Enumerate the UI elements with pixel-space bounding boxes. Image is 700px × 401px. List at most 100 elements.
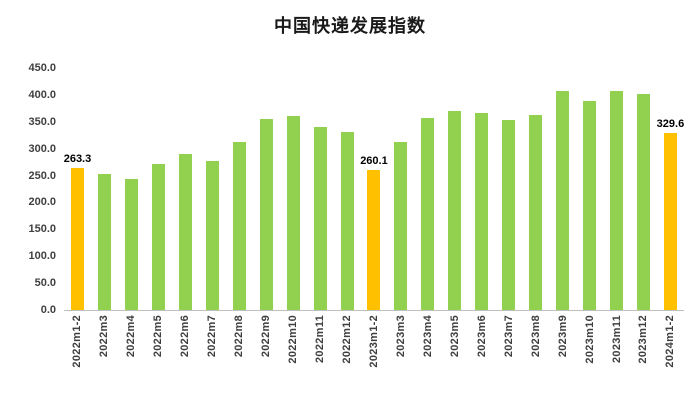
bar-column: 329.6 — [657, 68, 684, 310]
bar — [70, 168, 84, 310]
x-tick: 2023m1-2 — [360, 311, 387, 401]
x-tick-label: 2023m4 — [421, 315, 434, 358]
x-tick-label: 2022m12 — [341, 315, 353, 364]
bar-column — [226, 68, 253, 310]
x-tick-label: 2023m8 — [529, 315, 542, 358]
x-tick: 2022m9 — [253, 311, 280, 401]
y-tick-label: 200.0 — [28, 196, 56, 209]
x-tick-label: 2023m10 — [583, 315, 596, 364]
y-tick-label: 150.0 — [28, 223, 56, 236]
x-tick-label: 2023m9 — [556, 315, 569, 358]
y-tick-label: 450.0 — [28, 62, 56, 74]
bar-column — [387, 68, 414, 310]
x-tick: 2022m10 — [280, 311, 307, 401]
bar-column — [441, 68, 468, 310]
bar-column — [307, 68, 334, 310]
data-label: 260.1 — [360, 155, 388, 168]
bar — [259, 118, 273, 310]
plot-area: 263.3 260.1 329.6 — [64, 68, 684, 311]
x-tick-label: 2022m11 — [314, 315, 327, 363]
bar — [663, 132, 677, 310]
x-tick-label: 2023m11 — [610, 315, 623, 363]
bar — [178, 154, 192, 310]
x-tick: 2022m8 — [226, 311, 253, 401]
x-tick: 2022m7 — [199, 311, 226, 401]
bar-column — [549, 68, 576, 310]
x-axis: 2022m1-2 2022m3 2022m4 2022m5 2022m6 2022m7 20… — [64, 311, 684, 401]
bar — [394, 142, 408, 310]
x-tick-label: 2022m3 — [98, 315, 111, 358]
x-tick: 2022m12 — [334, 311, 361, 401]
y-tick-label: 250.0 — [28, 169, 56, 182]
bar — [232, 141, 246, 310]
x-tick: 2022m5 — [145, 311, 172, 401]
x-tick-label: 2022m9 — [260, 315, 273, 358]
data-label: 263.3 — [63, 153, 92, 166]
plot-wrap: 263.3 260.1 329.6 2022m1-2 2022m3 2022m4 2022… — [64, 68, 684, 401]
x-tick: 2022m11 — [307, 311, 334, 401]
bar — [151, 164, 165, 310]
bar — [529, 114, 543, 310]
x-tick: 2023m3 — [387, 311, 414, 401]
bar — [205, 160, 219, 310]
x-tick-label: 2022m10 — [287, 315, 300, 364]
bar — [475, 113, 489, 310]
x-tick: 2022m1-2 — [64, 311, 91, 401]
bar — [636, 93, 650, 310]
x-tick: 2023m6 — [468, 311, 495, 401]
chart-title: 中国快递发展指数 — [274, 16, 426, 36]
bar — [286, 115, 300, 310]
bar-column — [253, 68, 280, 310]
bar-column — [576, 68, 603, 310]
x-tick: 2023m9 — [549, 311, 576, 401]
y-tick-label: 350.0 — [28, 115, 56, 128]
bar — [367, 170, 381, 310]
x-tick: 2022m6 — [172, 311, 199, 401]
x-tick-label: 2023m7 — [502, 315, 515, 358]
bar — [448, 110, 462, 310]
x-tick-label: 2022m7 — [206, 315, 219, 358]
y-tick-label: 300.0 — [28, 142, 56, 155]
x-tick-label: 2023m5 — [448, 315, 461, 358]
y-axis: 0.0 50.0 100.0 150.0 200.0 250.0 300.0 350.0 400… — [16, 62, 56, 316]
bar — [583, 101, 597, 310]
x-tick: 2023m7 — [495, 311, 522, 401]
x-tick: 2023m11 — [603, 311, 630, 401]
x-tick: 2022m3 — [91, 311, 118, 401]
bar-column — [468, 68, 495, 310]
bar-column — [334, 68, 361, 310]
bar — [556, 90, 570, 310]
bar — [313, 126, 327, 310]
x-tick: 2023m5 — [441, 311, 468, 401]
bar-column — [118, 68, 145, 310]
bar-column — [603, 68, 630, 310]
x-tick-label: 2022m6 — [179, 315, 192, 358]
x-tick-label: 2024m1-2 — [664, 315, 677, 368]
x-tick: 2023m10 — [576, 311, 603, 401]
bar — [421, 118, 435, 310]
bar-column: 260.1 — [360, 68, 388, 310]
bar-column — [495, 68, 522, 310]
bar — [502, 119, 516, 310]
bar-column — [199, 68, 226, 310]
data-label: 329.6 — [656, 117, 685, 130]
bar — [124, 179, 138, 310]
x-tick-label: 2023m3 — [394, 315, 407, 358]
bar-column — [280, 68, 307, 310]
bar-column: 263.3 — [64, 68, 91, 310]
y-tick-label: 100.0 — [28, 250, 56, 263]
x-tick: 2023m12 — [630, 311, 657, 401]
x-tick-label: 2023m1-2 — [367, 315, 380, 368]
x-tick-label: 2022m5 — [152, 315, 165, 358]
x-tick-label: 2023m12 — [637, 315, 650, 364]
bar-column — [172, 68, 199, 310]
y-tick-label: 0.0 — [40, 304, 56, 316]
x-tick: 2023m8 — [522, 311, 549, 401]
bar-column — [91, 68, 118, 310]
bar — [340, 132, 354, 310]
bar-column — [414, 68, 441, 310]
bar-column — [630, 68, 657, 310]
x-tick: 2023m4 — [414, 311, 441, 401]
x-tick-label: 2022m1-2 — [71, 315, 84, 368]
y-tick-label: 50.0 — [34, 277, 56, 290]
